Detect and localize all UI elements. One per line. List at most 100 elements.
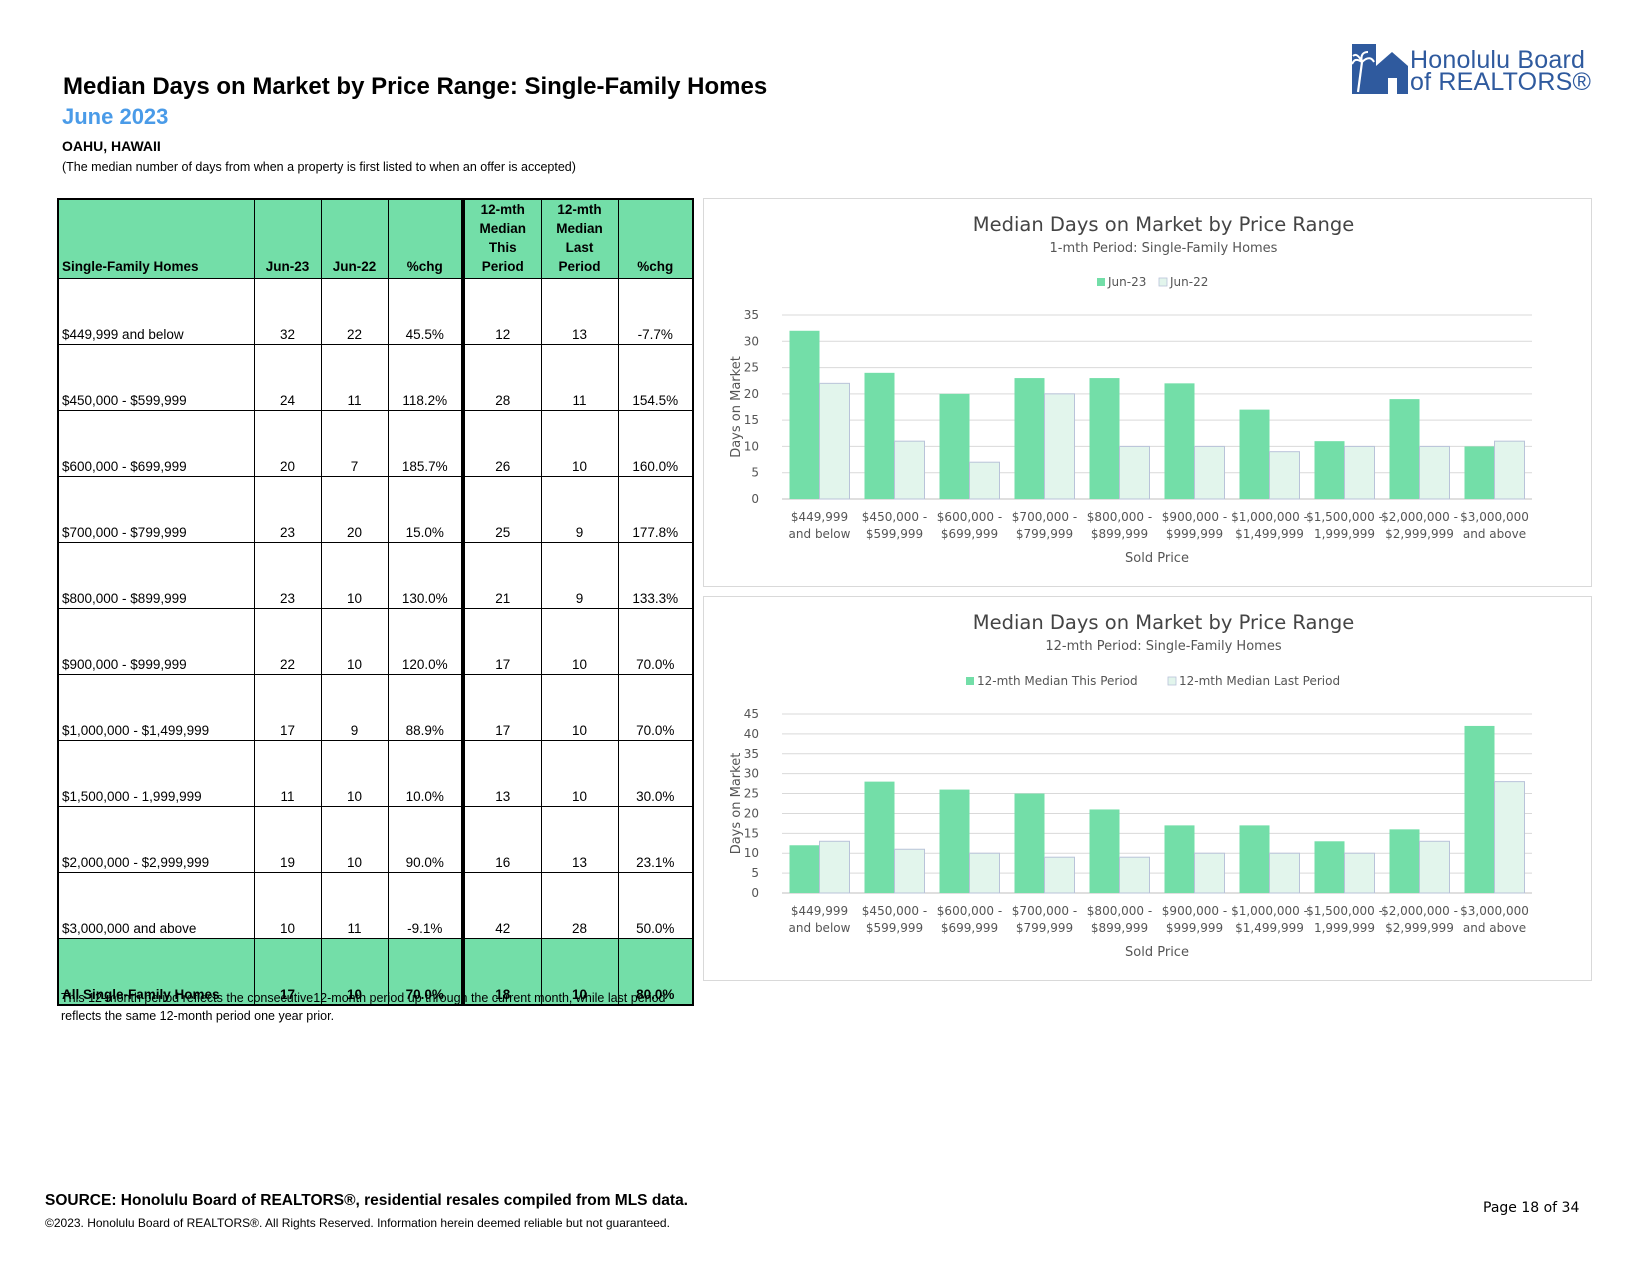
x-tick-label: $599,999 [866, 921, 923, 935]
page-number: Page 18 of 34 [1483, 1200, 1580, 1216]
bar-series-2 [894, 848, 925, 894]
x-tick-label: $700,000 - [1012, 904, 1077, 918]
cell-chg: 45.5% [387, 278, 465, 345]
x-axis-title: Sold Price [1125, 945, 1189, 960]
cell-chg: 15.0% [387, 476, 465, 543]
x-tick-label: $2,000,000 - [1381, 510, 1458, 524]
bar-series-2 [1194, 852, 1225, 894]
bar-series-1 [1089, 809, 1120, 893]
bar-series-1 [1014, 793, 1045, 893]
cell-jun23: 20 [253, 410, 322, 477]
col-header-12mth-last: 12-mth Median Last Period [540, 198, 619, 279]
cell-range: $1,500,000 - 1,999,999 [57, 740, 255, 807]
cell-jun23: 32 [253, 278, 322, 345]
x-tick-label: $1,000,000 - [1231, 510, 1308, 524]
bar-series-1 [939, 789, 970, 893]
cell-12mth-last: 10 [540, 938, 619, 1006]
col-header-jun23: Jun-23 [253, 198, 322, 279]
cell-chg-12mth: 177.8% [617, 476, 694, 543]
y-tick-label: 30 [744, 767, 759, 781]
bar-series-2 [1194, 445, 1225, 500]
x-tick-label: $1,000,000 - [1231, 904, 1308, 918]
table-row: $1,500,000 - 1,999,999 11 10 10.0% 13 10 30.0% [57, 740, 694, 807]
cell-chg-12mth: 80.0% [617, 938, 694, 1006]
x-tick-label: $900,000 - [1162, 904, 1227, 918]
bar-series-2 [1494, 440, 1525, 500]
x-tick-label: $2,000,000 - [1381, 904, 1458, 918]
cell-jun22: 11 [320, 872, 389, 939]
cell-12mth-last: 13 [540, 806, 619, 873]
bar-series-1 [1389, 399, 1420, 499]
cell-range: $2,000,000 - $2,999,999 [57, 806, 255, 873]
cell-range: $449,999 and below [57, 278, 255, 345]
cell-jun22: 22 [320, 278, 389, 345]
bar-series-1 [1389, 829, 1420, 893]
legend-label: Jun-23 [1107, 275, 1146, 289]
x-tick-label: $1,500,000 - [1306, 510, 1383, 524]
x-tick-label: $900,000 - [1162, 510, 1227, 524]
y-tick-label: 15 [744, 413, 759, 427]
x-tick-label: $899,999 [1091, 921, 1148, 935]
cell-12mth-last: 28 [540, 872, 619, 939]
cell-jun22: 10 [320, 938, 389, 1006]
bar-series-2 [1269, 852, 1300, 894]
y-axis-title: Days on Market [729, 753, 744, 855]
y-tick-label: 5 [751, 866, 759, 880]
cell-12mth-last: 9 [540, 542, 619, 609]
cell-chg-12mth: 70.0% [617, 674, 694, 741]
y-tick-label: 5 [751, 466, 759, 480]
cell-12mth-this: 28 [462, 344, 542, 411]
cell-12mth-this: 12 [462, 278, 542, 345]
cell-jun22: 20 [320, 476, 389, 543]
bar-series-2 [1419, 445, 1450, 500]
cell-12mth-last: 13 [540, 278, 619, 345]
logo-text-line2: of REALTORS® [1410, 68, 1592, 96]
cell-12mth-last: 10 [540, 608, 619, 675]
bar-series-1 [1089, 378, 1120, 499]
x-tick-label: $2,999,999 [1385, 527, 1454, 541]
bar-series-1 [1239, 409, 1270, 499]
cell-range: $600,000 - $699,999 [57, 410, 255, 477]
y-tick-label: 20 [744, 806, 759, 820]
x-tick-label: and below [789, 527, 851, 541]
cell-chg-12mth: 70.0% [617, 608, 694, 675]
cell-jun22: 10 [320, 806, 389, 873]
x-tick-label: $1,499,999 [1235, 921, 1304, 935]
x-tick-label: $450,000 - [862, 510, 927, 524]
x-tick-label: 1,999,999 [1314, 921, 1375, 935]
cell-range: $800,000 - $899,999 [57, 542, 255, 609]
cell-jun22: 7 [320, 410, 389, 477]
cell-12mth-last: 9 [540, 476, 619, 543]
cell-12mth-this: 18 [462, 938, 542, 1006]
legend-swatch [966, 677, 974, 685]
x-tick-label: $449,999 [791, 904, 848, 918]
cell-range: All Single-Family Homes [57, 938, 255, 1006]
y-tick-label: 30 [744, 334, 759, 348]
x-tick-label: $799,999 [1016, 527, 1073, 541]
source-line: SOURCE: Honolulu Board of REALTORS®, res… [45, 1192, 688, 1209]
y-tick-label: 45 [744, 707, 759, 721]
cell-range: $900,000 - $999,999 [57, 608, 255, 675]
x-tick-label: $3,000,000 [1460, 510, 1529, 524]
bar-series-2 [819, 382, 850, 500]
y-tick-label: 10 [744, 439, 759, 453]
legend-swatch [1158, 277, 1168, 287]
bar-series-2 [969, 461, 1000, 500]
y-tick-label: 0 [751, 492, 759, 506]
bar-series-1 [789, 330, 820, 499]
bar-series-2 [1119, 445, 1150, 500]
cell-12mth-last: 11 [540, 344, 619, 411]
cell-chg: 118.2% [387, 344, 465, 411]
cell-jun23: 22 [253, 608, 322, 675]
legend-label: 12-mth Median This Period [977, 674, 1138, 688]
y-tick-label: 10 [744, 846, 759, 860]
bar-series-2 [1044, 856, 1075, 894]
cell-jun23: 23 [253, 476, 322, 543]
chart-1mth-period: Median Days on Market by Price Range 1-mt… [703, 198, 1592, 587]
bar-series-2 [819, 840, 850, 894]
x-tick-label: and above [1463, 527, 1526, 541]
cell-chg: 70.0% [387, 938, 465, 1006]
chart-title: Median Days on Market by Price Range [973, 213, 1354, 236]
copyright-line: ©2023. Honolulu Board of REALTORS®. All … [45, 1216, 670, 1230]
cell-chg-12mth: -7.7% [617, 278, 694, 345]
